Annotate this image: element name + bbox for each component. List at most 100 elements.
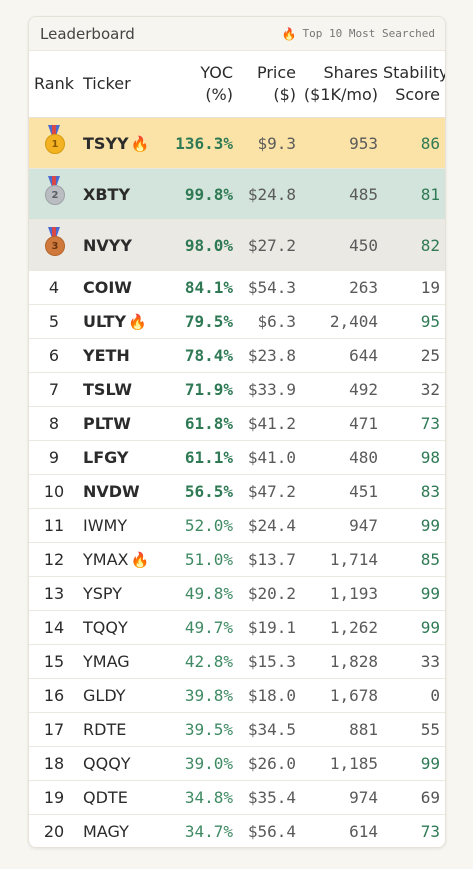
price-cell: $9.3 [236, 117, 299, 169]
table-row[interactable]: 7 TSLW 71.9% $33.9 492 32 [29, 372, 445, 407]
rank-cell: 11 [29, 508, 79, 543]
price-cell: $41.2 [236, 406, 299, 441]
price-cell: $24.8 [236, 168, 299, 220]
ticker-cell[interactable]: TSYY 🔥 [79, 117, 161, 169]
table-row[interactable]: 12 YMAX 🔥 51.0% $13.7 1,714 85 [29, 542, 445, 577]
price-cell: $20.2 [236, 576, 299, 611]
table-row[interactable]: 9 LFGY 61.1% $41.0 480 98 [29, 440, 445, 475]
rank-cell: 12 [29, 542, 79, 577]
shares-cell: 263 [299, 270, 383, 305]
table-row[interactable]: 18 QQQY 39.0% $26.0 1,185 99 [29, 746, 445, 781]
top-searched-badge: 🔥 Top 10 Most Searched [282, 27, 435, 41]
yoc-cell: 79.5% [161, 304, 236, 339]
fire-icon: 🔥 [130, 551, 150, 569]
ticker-cell[interactable]: RDTE [79, 712, 161, 747]
table-row[interactable]: 15 YMAG 42.8% $15.3 1,828 33 [29, 644, 445, 679]
ticker-cell[interactable]: ULTY 🔥 [79, 304, 161, 339]
ticker-cell[interactable]: MAGY [79, 814, 161, 847]
yoc-cell: 61.1% [161, 440, 236, 475]
price-cell: $35.4 [236, 780, 299, 815]
ticker-symbol: YMAG [83, 652, 130, 671]
yoc-cell: 49.7% [161, 610, 236, 645]
ticker-cell[interactable]: TQQY [79, 610, 161, 645]
stability-score-cell: 99 [383, 508, 445, 543]
shares-cell: 953 [299, 117, 383, 169]
stability-score-cell: 82 [383, 219, 445, 271]
column-header-shares[interactable]: Shares ($1K/mo) [299, 51, 383, 118]
shares-cell: 2,404 [299, 304, 383, 339]
ticker-cell[interactable]: GLDY [79, 678, 161, 713]
table-row[interactable]: 13 YSPY 49.8% $20.2 1,193 99 [29, 576, 445, 611]
badge-text: Top 10 Most Searched [302, 27, 435, 40]
rank-cell: 5 [29, 304, 79, 339]
table-row[interactable]: 3 NVYY 98.0% $27.2 450 82 [29, 219, 445, 271]
stability-score-cell: 99 [383, 576, 445, 611]
table-row[interactable]: 8 PLTW 61.8% $41.2 471 73 [29, 406, 445, 441]
card-title: Leaderboard [40, 24, 135, 43]
ticker-cell[interactable]: YSPY [79, 576, 161, 611]
ticker-cell[interactable]: YETH [79, 338, 161, 373]
table-row[interactable]: 17 RDTE 39.5% $34.5 881 55 [29, 712, 445, 747]
ticker-cell[interactable]: NVDW [79, 474, 161, 509]
column-header-stability[interactable]: Stability Score [383, 51, 445, 118]
ticker-cell[interactable]: COIW [79, 270, 161, 305]
yoc-cell: 136.3% [161, 117, 236, 169]
table-row[interactable]: 2 XBTY 99.8% $24.8 485 81 [29, 168, 445, 220]
ticker-symbol: TSYY [83, 133, 129, 153]
rank-cell: 15 [29, 644, 79, 679]
ticker-cell[interactable]: QQQY [79, 746, 161, 781]
table-row[interactable]: 14 TQQY 49.7% $19.1 1,262 99 [29, 610, 445, 645]
yoc-cell: 49.8% [161, 576, 236, 611]
table-row[interactable]: 11 IWMY 52.0% $24.4 947 99 [29, 508, 445, 543]
rank-cell: 19 [29, 780, 79, 815]
ticker-cell[interactable]: LFGY [79, 440, 161, 475]
column-header-price[interactable]: Price ($) [236, 51, 299, 118]
price-cell: $54.3 [236, 270, 299, 305]
table-row[interactable]: 4 COIW 84.1% $54.3 263 19 [29, 270, 445, 305]
shares-cell: 881 [299, 712, 383, 747]
stability-score-cell: 86 [383, 117, 445, 169]
shares-cell: 471 [299, 406, 383, 441]
ticker-cell[interactable]: IWMY [79, 508, 161, 543]
shares-cell: 1,678 [299, 678, 383, 713]
table-row[interactable]: 5 ULTY 🔥 79.5% $6.3 2,404 95 [29, 304, 445, 339]
table-row[interactable]: 10 NVDW 56.5% $47.2 451 83 [29, 474, 445, 509]
rank-cell: 4 [29, 270, 79, 305]
rank-cell: 18 [29, 746, 79, 781]
stability-score-cell: 73 [383, 406, 445, 441]
column-header-yoc[interactable]: YOC (%) [161, 51, 236, 118]
shares-cell: 644 [299, 338, 383, 373]
table-row[interactable]: 16 GLDY 39.8% $18.0 1,678 0 [29, 678, 445, 713]
stability-score-cell: 95 [383, 304, 445, 339]
column-header-rank[interactable]: Rank [29, 51, 79, 118]
stability-score-cell: 85 [383, 542, 445, 577]
bronze-medal-icon: 3 [43, 227, 65, 259]
yoc-cell: 51.0% [161, 542, 236, 577]
table-row[interactable]: 19 QDTE 34.8% $35.4 974 69 [29, 780, 445, 815]
table-row[interactable]: 20 MAGY 34.7% $56.4 614 73 [29, 814, 445, 847]
shares-cell: 1,828 [299, 644, 383, 679]
stability-score-cell: 73 [383, 814, 445, 847]
ticker-cell[interactable]: YMAX 🔥 [79, 542, 161, 577]
rank-cell: 14 [29, 610, 79, 645]
ticker-cell[interactable]: YMAG [79, 644, 161, 679]
rank-cell: 7 [29, 372, 79, 407]
leaderboard-table: Rank Ticker YOC (%) Price ($) Shares ($1K/m… [29, 51, 445, 847]
stability-score-cell: 99 [383, 610, 445, 645]
yoc-cell: 34.7% [161, 814, 236, 847]
yoc-cell: 42.8% [161, 644, 236, 679]
table-row[interactable]: 1 TSYY 🔥 136.3% $9.3 953 86 [29, 117, 445, 169]
rank-cell: 6 [29, 338, 79, 373]
ticker-symbol: IWMY [83, 516, 128, 535]
table-row[interactable]: 6 YETH 78.4% $23.8 644 25 [29, 338, 445, 373]
rank-cell: 16 [29, 678, 79, 713]
column-header-ticker[interactable]: Ticker [79, 51, 161, 118]
ticker-cell[interactable]: PLTW [79, 406, 161, 441]
ticker-cell[interactable]: XBTY [79, 168, 161, 220]
price-cell: $56.4 [236, 814, 299, 847]
ticker-cell[interactable]: NVYY [79, 219, 161, 271]
stability-score-cell: 69 [383, 780, 445, 815]
ticker-cell[interactable]: TSLW [79, 372, 161, 407]
rank-cell: 9 [29, 440, 79, 475]
ticker-cell[interactable]: QDTE [79, 780, 161, 815]
